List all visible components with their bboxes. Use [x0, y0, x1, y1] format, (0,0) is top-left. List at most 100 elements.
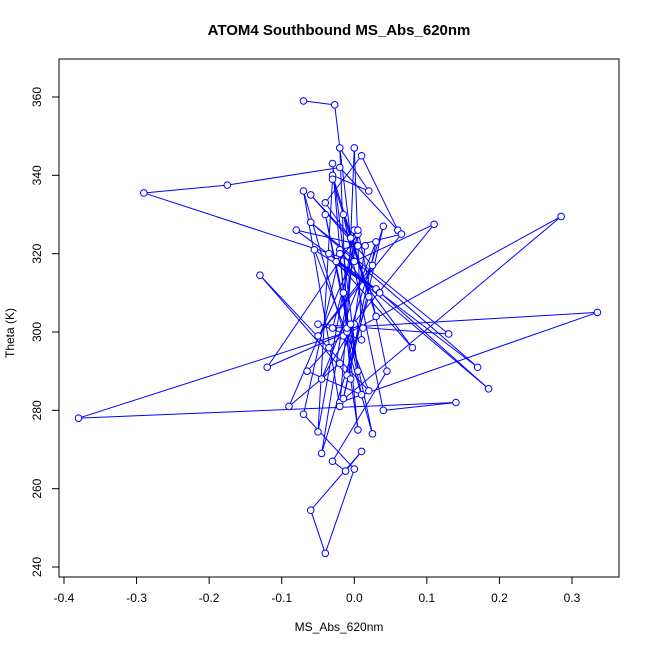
series-segment [259, 274, 370, 392]
series-segment [383, 402, 456, 411]
series-segment [303, 413, 355, 470]
data-point [299, 97, 308, 105]
data-point [368, 430, 377, 438]
x-tick-label: 0.1 [419, 591, 436, 605]
x-axis-label: MS_Abs_620nm [295, 620, 384, 634]
data-point [328, 159, 337, 168]
data-point [285, 402, 293, 411]
series-segment [321, 230, 359, 454]
data-point [383, 367, 391, 375]
series-segment [78, 402, 456, 419]
data-point [354, 226, 362, 234]
series-segment [343, 223, 435, 337]
data-point [444, 330, 453, 338]
x-tick-label: 0.3 [564, 591, 581, 605]
y-tick-label: 260 [30, 478, 44, 498]
series-segment [302, 253, 341, 415]
series-segment [350, 378, 359, 430]
data-point [339, 210, 348, 219]
series-segment [339, 147, 348, 329]
data-point [350, 257, 359, 266]
series-segment [361, 155, 399, 231]
series-segment [317, 233, 402, 337]
data-point [335, 163, 344, 172]
data-point [314, 320, 322, 328]
series-segment [310, 451, 362, 511]
x-tick-label: -0.2 [199, 591, 220, 605]
data-point [332, 257, 340, 266]
data-point [372, 312, 380, 321]
data-point [339, 394, 348, 403]
data-point [473, 363, 482, 372]
series-segment [328, 253, 489, 390]
series-segment [317, 230, 355, 432]
data-point [328, 457, 337, 466]
data-point [354, 426, 362, 434]
series-segment [317, 323, 449, 335]
data-point [365, 292, 373, 301]
y-tick-label: 280 [30, 400, 44, 420]
data-point [328, 175, 337, 184]
data-point [310, 245, 319, 254]
series-segment [339, 147, 370, 192]
data-point [74, 414, 83, 422]
series-points [74, 97, 602, 558]
data-point [306, 191, 315, 199]
data-point [335, 359, 344, 368]
series-segment [339, 233, 402, 251]
data-point [346, 375, 355, 383]
data-point [306, 506, 315, 515]
y-tick-label: 360 [30, 87, 44, 107]
data-point [321, 198, 330, 207]
data-point [368, 261, 377, 270]
series-segment [332, 174, 369, 192]
series-segment [310, 510, 326, 554]
series-segment [339, 216, 562, 403]
data-point [346, 234, 355, 242]
x-tick-label: 0.0 [346, 591, 363, 605]
data-point [357, 336, 366, 344]
series-segment [324, 468, 355, 554]
x-tick-label: -0.1 [271, 591, 292, 605]
data-point [335, 249, 344, 258]
data-point [335, 402, 344, 411]
series-segment [303, 100, 335, 106]
data-point [359, 324, 367, 332]
series-segment [332, 370, 388, 462]
data-point [321, 549, 330, 558]
data-point [263, 363, 272, 372]
data-point [299, 410, 308, 419]
data-point [314, 428, 322, 436]
series-segment [335, 261, 413, 348]
data-point [325, 249, 333, 258]
series-segment [339, 167, 399, 231]
series-segment [306, 347, 330, 372]
series-segment [339, 311, 598, 403]
data-point [306, 218, 315, 227]
data-point [357, 151, 366, 160]
data-point [365, 386, 373, 395]
series-segment [259, 274, 348, 376]
data-point [357, 447, 366, 456]
data-point [379, 222, 388, 231]
series-segment [313, 249, 370, 391]
data-point [593, 308, 602, 317]
data-point [325, 343, 333, 352]
series-segment [375, 288, 489, 390]
data-point [317, 375, 326, 383]
y-tick-label: 300 [30, 322, 44, 342]
data-point [317, 449, 326, 458]
data-point [330, 101, 339, 109]
series-segment [332, 163, 344, 293]
data-point [335, 144, 344, 152]
data-point [339, 289, 348, 297]
x-axis: -0.4 -0.3 -0.2 -0.1 0.0 0.1 0.2 0.3 [54, 576, 581, 605]
series-segment [227, 167, 340, 186]
data-point [452, 398, 460, 407]
data-point [375, 289, 384, 297]
data-point [299, 187, 308, 195]
series-segment [334, 104, 352, 239]
series-segment [317, 265, 373, 337]
data-point [557, 212, 565, 221]
